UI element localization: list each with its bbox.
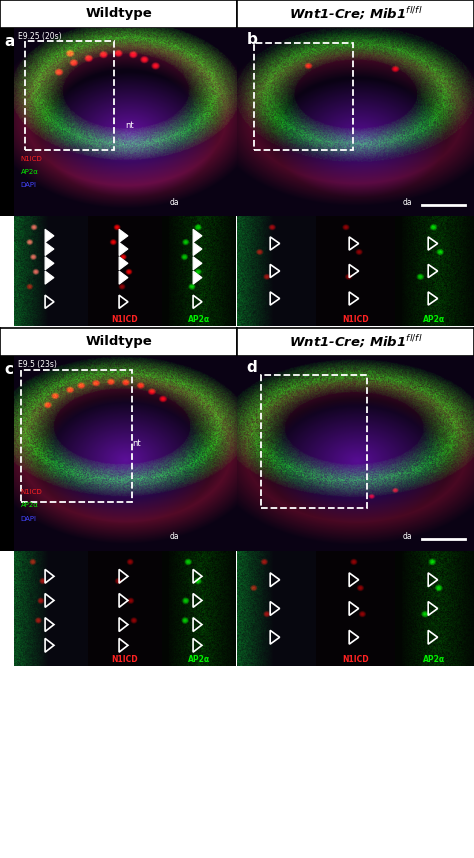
Text: nt: nt xyxy=(126,121,134,130)
Text: N1ICD: N1ICD xyxy=(342,655,369,664)
Text: DAPI: DAPI xyxy=(21,182,36,188)
Text: AP2α: AP2α xyxy=(21,502,38,508)
Bar xyxy=(21,370,132,502)
Polygon shape xyxy=(45,229,54,243)
Polygon shape xyxy=(193,243,202,256)
Text: AP2α: AP2α xyxy=(423,655,446,664)
Polygon shape xyxy=(45,271,54,284)
Text: da: da xyxy=(403,532,412,541)
Polygon shape xyxy=(45,257,54,270)
Text: AP2α: AP2α xyxy=(188,655,210,664)
Polygon shape xyxy=(193,257,202,270)
Text: AP2α: AP2α xyxy=(21,169,38,175)
Polygon shape xyxy=(193,229,202,243)
Bar xyxy=(25,41,114,150)
Text: da: da xyxy=(170,197,179,207)
Text: b: b xyxy=(246,32,257,46)
Text: da: da xyxy=(170,532,179,541)
Text: Wildtype: Wildtype xyxy=(85,8,152,21)
Text: E9.5 (23s): E9.5 (23s) xyxy=(18,360,57,369)
Text: N1ICD: N1ICD xyxy=(112,655,138,664)
Polygon shape xyxy=(119,229,128,243)
Bar xyxy=(261,376,367,508)
Text: nt: nt xyxy=(132,439,141,448)
Polygon shape xyxy=(119,243,128,256)
Text: Wnt1-Cre; Mib1$^{fl/fl}$: Wnt1-Cre; Mib1$^{fl/fl}$ xyxy=(289,6,422,22)
Text: E9.25 (20s): E9.25 (20s) xyxy=(18,32,62,41)
Polygon shape xyxy=(45,243,54,256)
Text: d: d xyxy=(246,360,257,375)
Polygon shape xyxy=(119,271,128,284)
Text: N1ICD: N1ICD xyxy=(342,315,369,323)
Text: N1ICD: N1ICD xyxy=(21,488,43,494)
Text: da: da xyxy=(403,197,412,207)
Text: N1ICD: N1ICD xyxy=(112,315,138,323)
Text: AP2α: AP2α xyxy=(423,315,446,323)
Polygon shape xyxy=(119,257,128,270)
Polygon shape xyxy=(193,271,202,284)
Text: Wildtype: Wildtype xyxy=(85,335,152,348)
Text: DAPI: DAPI xyxy=(21,516,36,522)
Text: a: a xyxy=(4,33,15,49)
Bar xyxy=(254,43,353,150)
Text: N1ICD: N1ICD xyxy=(21,156,43,162)
Text: Wnt1-Cre; Mib1$^{fl/fl}$: Wnt1-Cre; Mib1$^{fl/fl}$ xyxy=(289,334,422,350)
Text: AP2α: AP2α xyxy=(188,315,210,323)
Text: c: c xyxy=(4,362,13,377)
